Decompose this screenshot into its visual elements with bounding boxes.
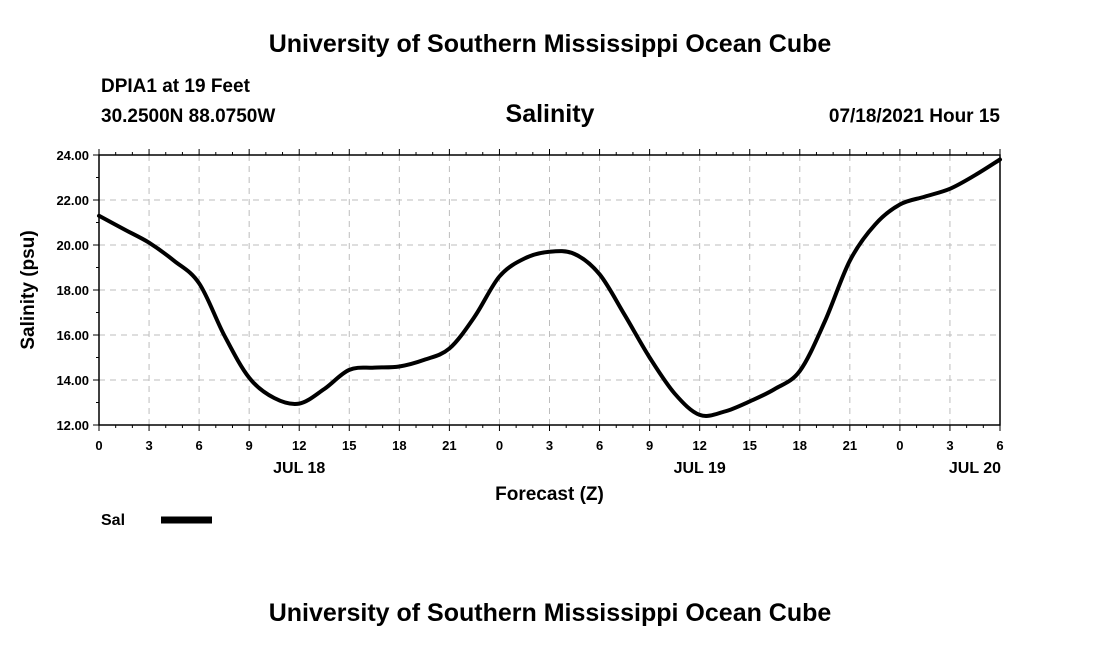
x-axis-title: Forecast (Z) bbox=[495, 484, 604, 505]
y-tick-label: 12.00 bbox=[56, 418, 89, 433]
day-label: JUL 19 bbox=[674, 460, 726, 477]
x-tick-label: 6 bbox=[996, 438, 1003, 453]
y-tick-label: 20.00 bbox=[56, 238, 89, 253]
x-tick-label: 12 bbox=[692, 438, 706, 453]
legend-label: Sal bbox=[101, 512, 125, 529]
x-tick-label: 21 bbox=[843, 438, 857, 453]
x-tick-label: 12 bbox=[292, 438, 306, 453]
y-tick-label: 24.00 bbox=[56, 148, 89, 163]
x-tick-label: 6 bbox=[195, 438, 202, 453]
forecast-date-label: 07/18/2021 Hour 15 bbox=[828, 106, 1000, 127]
x-tick-label: 6 bbox=[596, 438, 603, 453]
day-label: JUL 20 bbox=[949, 460, 1001, 477]
y-tick-label: 22.00 bbox=[56, 193, 89, 208]
chart-title-bottom: University of Southern Mississippi Ocean… bbox=[268, 599, 832, 627]
y-axis-title: Salinity (psu) bbox=[18, 230, 39, 349]
y-tick-label: 18.00 bbox=[56, 283, 89, 298]
x-tick-label: 15 bbox=[342, 438, 356, 453]
x-tick-label: 9 bbox=[246, 438, 253, 453]
x-tick-label: 15 bbox=[742, 438, 756, 453]
x-tick-label: 3 bbox=[145, 438, 152, 453]
variable-title: Salinity bbox=[505, 100, 595, 128]
x-tick-label: 0 bbox=[896, 438, 903, 453]
x-tick-label: 3 bbox=[546, 438, 553, 453]
x-tick-label: 0 bbox=[95, 438, 102, 453]
station-label: DPIA1 at 19 Feet bbox=[101, 76, 250, 97]
y-tick-label: 16.00 bbox=[56, 328, 89, 343]
x-tick-label: 18 bbox=[793, 438, 807, 453]
day-label: JUL 18 bbox=[273, 460, 325, 477]
chart-title-top: University of Southern Mississippi Ocean… bbox=[268, 30, 832, 58]
x-tick-label: 0 bbox=[496, 438, 503, 453]
coordinates-label: 30.2500N 88.0750W bbox=[101, 106, 276, 127]
x-tick-label: 18 bbox=[392, 438, 406, 453]
series-line-sal bbox=[97, 157, 1002, 418]
x-tick-label: 3 bbox=[946, 438, 953, 453]
y-tick-label: 14.00 bbox=[56, 373, 89, 388]
x-tick-label: 21 bbox=[442, 438, 456, 453]
x-tick-label: 9 bbox=[646, 438, 653, 453]
